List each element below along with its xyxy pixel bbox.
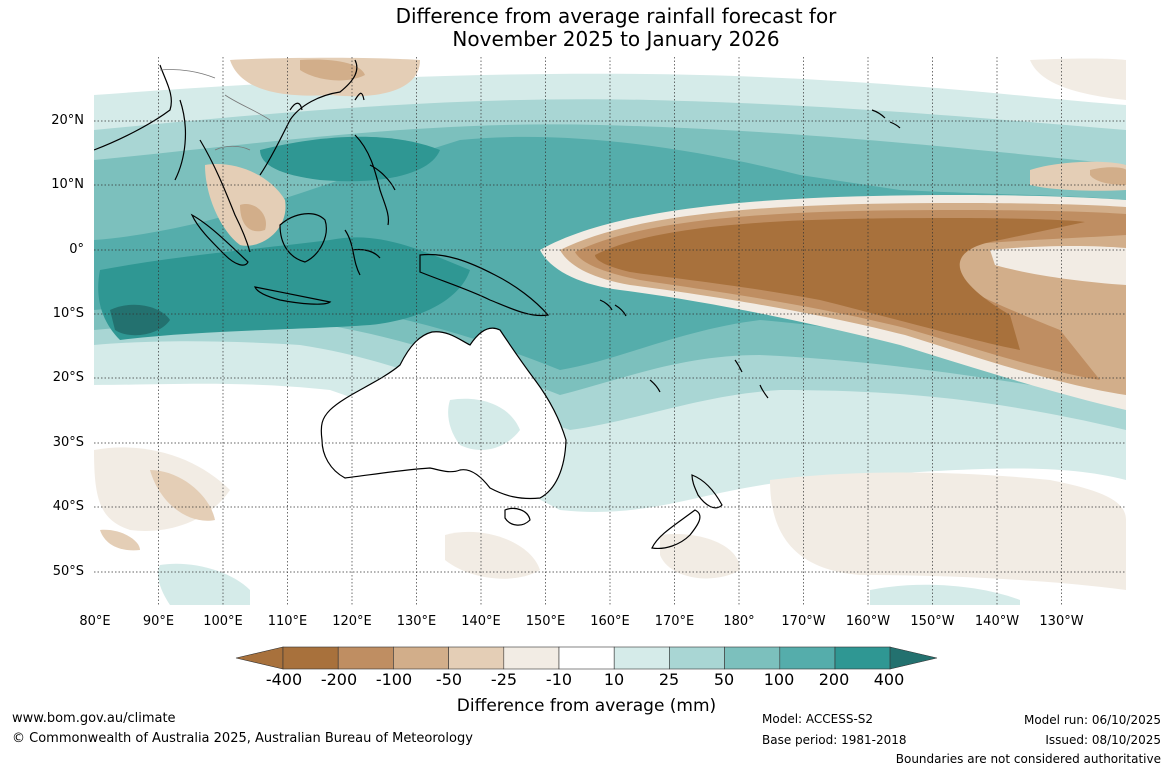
- hainan-taiwan: [289, 92, 365, 111]
- lon-label-130e: 130°E: [396, 614, 437, 629]
- lon-label-170w: 170°W: [781, 614, 826, 629]
- dry-tongue-core: [595, 218, 1085, 350]
- legend-tick-neg400: -400: [265, 670, 303, 689]
- lon-label-140w: 140°W: [974, 614, 1020, 629]
- lon-label-120e: 120°E: [332, 614, 372, 629]
- sumatra: [190, 213, 249, 266]
- dry-patch-se: [770, 472, 1126, 590]
- lon-label-170e: 170°E: [654, 614, 695, 629]
- dry-region-east: [990, 245, 1126, 285]
- lat-label-30s: 30°S: [52, 435, 84, 450]
- borneo: [279, 213, 327, 263]
- copyright-text: © Commonwealth of Australia 2025, Austra…: [12, 731, 473, 746]
- website-link[interactable]: www.bom.gov.au/climate: [12, 711, 176, 726]
- legend-tick-10: 10: [603, 670, 625, 689]
- wet-patch-south-1: [158, 563, 250, 605]
- legend-tick-neg25: -25: [490, 670, 518, 689]
- dry-patch-subtropic-ne: [1030, 58, 1126, 100]
- lat-label-50s: 50°S: [52, 564, 84, 579]
- lon-label-180: 180°: [723, 614, 755, 629]
- lon-label-100e: 100°E: [203, 614, 243, 629]
- lon-label-130w: 130°W: [1039, 614, 1084, 629]
- dry-patch-southwest-3: [100, 529, 140, 551]
- issued-date: Issued: 08/10/2025: [1045, 733, 1161, 747]
- philippines: [354, 134, 396, 226]
- lat-label-20n: 20°N: [51, 113, 84, 128]
- legend-tick-neg200: -200: [320, 670, 358, 689]
- legend-tick-100: 100: [763, 670, 795, 689]
- graticule: [94, 57, 1126, 605]
- lon-label-150w: 150°W: [910, 614, 955, 629]
- legend-tick-25: 25: [658, 670, 680, 689]
- new-zealand-south: [651, 509, 701, 550]
- lat-label-10s: 10°S: [52, 306, 84, 321]
- lon-label-110e: 110°E: [267, 614, 308, 629]
- model-name: Model: ACCESS-S2: [762, 712, 874, 726]
- dry-patch-ne-core: [1090, 167, 1126, 185]
- wet-region-north: [260, 136, 440, 182]
- legend-tick-neg100: -100: [375, 670, 413, 689]
- lon-label-90e: 90°E: [142, 614, 175, 629]
- lon-label-80e: 80°E: [79, 614, 111, 629]
- legend-tick-400: 400: [873, 670, 905, 689]
- australia-interior-wet: [448, 398, 520, 450]
- dry-patch-southwest-2: [150, 470, 215, 521]
- wet-patch-south-2: [870, 584, 1020, 605]
- lat-label-0: 0°: [69, 242, 84, 257]
- model-run-date: Model run: 06/10/2025: [1023, 713, 1161, 727]
- lon-label-160w: 160°W: [845, 614, 891, 629]
- lon-label-150e: 150°E: [525, 614, 566, 629]
- lat-label-10n: 10°N: [51, 177, 84, 192]
- wet-region-maritime: [98, 237, 471, 340]
- boundaries-disclaimer: Boundaries are not considered authoritat…: [895, 752, 1161, 766]
- java: [254, 286, 332, 305]
- hawaii: [871, 109, 901, 129]
- lon-label-140e: 140°E: [461, 614, 501, 629]
- map-title-line1: Difference from average rainfall forecas…: [395, 4, 837, 28]
- legend-tick-50: 50: [713, 670, 735, 689]
- legend-tick-200: 200: [818, 670, 850, 689]
- dry-patch-south-1: [445, 531, 540, 579]
- lat-label-40s: 40°S: [52, 499, 84, 514]
- wet-region-core: [110, 304, 170, 336]
- dry-patch-north-2: [300, 59, 365, 81]
- map-title-line2: November 2025 to January 2026: [452, 27, 780, 51]
- dry-patch-indochina-2: [240, 204, 266, 232]
- pacific-islands: [599, 299, 769, 399]
- legend-title: Difference from average (mm): [456, 696, 717, 716]
- base-period: Base period: 1981-2018: [762, 733, 907, 747]
- sulawesi: [344, 229, 381, 276]
- asia-coastline: [94, 59, 358, 253]
- lon-label-160e: 160°E: [590, 614, 630, 629]
- legend-tick-neg50: -50: [435, 670, 463, 689]
- legend-tick-neg10: -10: [545, 670, 573, 689]
- new-guinea: [419, 253, 550, 317]
- australia-coastline: [320, 327, 567, 500]
- lat-label-20s: 20°S: [52, 370, 84, 385]
- tasmania: [504, 507, 531, 526]
- dry-patch-tasman-south: [660, 534, 740, 579]
- country-borders: [159, 69, 271, 151]
- new-zealand-north: [691, 474, 723, 509]
